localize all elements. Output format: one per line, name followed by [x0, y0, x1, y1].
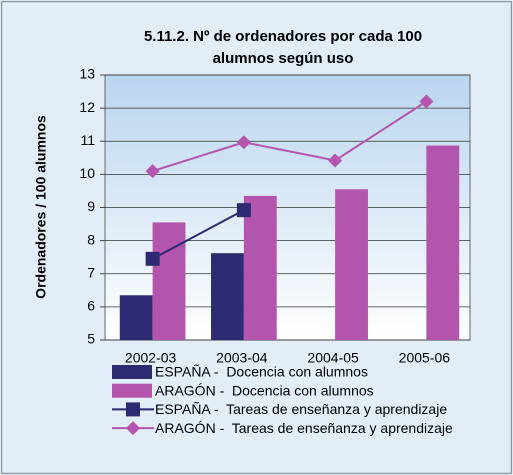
line-marker [328, 153, 343, 168]
y-tick-label: 13 [79, 66, 95, 82]
y-tick-label: 5 [87, 331, 95, 347]
line-marker [419, 94, 434, 109]
line [152, 100, 427, 173]
line [152, 209, 245, 260]
y-tick-label: 12 [79, 99, 95, 115]
chart-title: alumnos según uso [213, 50, 354, 67]
y-tick-label: 11 [80, 132, 95, 148]
bar [211, 253, 244, 340]
legend-marker [126, 402, 140, 417]
x-tick-label: 2003-04 [216, 350, 268, 366]
chart-title: 5.11.2. Nº de ordenadores por cada 100 [144, 28, 422, 45]
y-tick-label: 9 [87, 198, 95, 214]
line-marker [236, 203, 251, 218]
line-marker [145, 164, 160, 179]
legend-label: ESPAÑA - Tareas de enseñanza y aprendiza… [155, 401, 447, 417]
legend-marker [126, 421, 140, 436]
legend-label: ESPAÑA - Docencia con alumnos [155, 364, 368, 380]
line-marker [236, 135, 251, 150]
bar [426, 145, 460, 340]
x-tick-label: 2002-03 [125, 350, 177, 366]
legend-swatch [112, 365, 152, 379]
y-tick-label: 6 [87, 298, 95, 314]
bar [335, 189, 368, 340]
y-tick-label: 10 [79, 165, 95, 181]
legend-swatch [112, 383, 152, 398]
bar [243, 195, 277, 340]
bar [152, 222, 186, 340]
y-tick-label: 7 [87, 264, 95, 280]
x-tick-label: 2005-06 [399, 350, 451, 366]
x-tick-label: 2004-05 [307, 350, 359, 366]
legend-label: ARAGÓN - Tareas de enseñanza y aprendiza… [155, 420, 453, 436]
line-marker [145, 251, 160, 266]
y-axis-label: Ordenadores / 100 alumnos [33, 115, 49, 299]
bar [119, 295, 153, 340]
y-tick-label: 8 [87, 231, 95, 247]
legend-label: ARAGÓN - Docencia con alumnos [155, 382, 374, 398]
